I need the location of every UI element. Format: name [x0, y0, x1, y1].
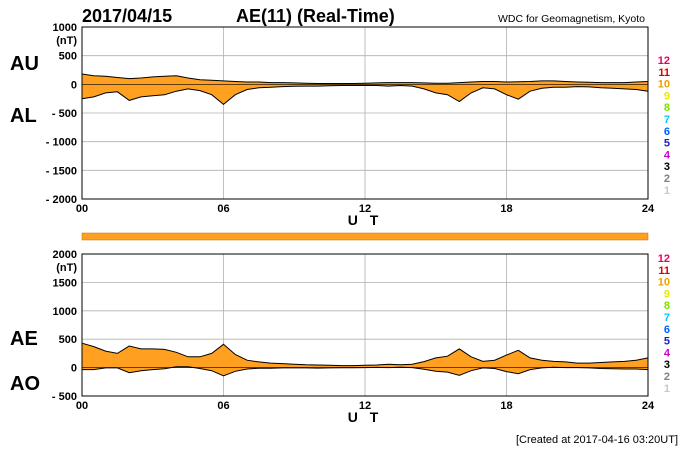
x-tick-label: 12: [359, 203, 371, 215]
y-axis-unit: (nT): [56, 35, 77, 47]
station-number: 9: [664, 90, 670, 102]
station-number: 12: [658, 55, 670, 67]
station-number: 9: [664, 288, 670, 300]
x-axis-label: U T: [348, 212, 383, 228]
y-tick-label: 0: [71, 363, 77, 375]
station-number: 5: [664, 336, 670, 348]
station-number: 6: [664, 324, 670, 336]
x-tick-label: 00: [76, 400, 88, 412]
station-number: 1: [664, 383, 670, 395]
station-number: 2: [664, 371, 670, 383]
y-tick-label: 1000: [53, 22, 77, 34]
y-tick-label: - 2000: [46, 194, 77, 206]
x-tick-label: 24: [642, 400, 655, 412]
station-number: 7: [664, 114, 670, 126]
station-number: 8: [664, 102, 670, 114]
data-coverage-bar: [81, 232, 649, 241]
y-tick-label: - 500: [52, 391, 77, 403]
y-tick-label: 2000: [53, 249, 77, 261]
station-number: 3: [664, 161, 670, 173]
series-line-ae: [81, 342, 649, 367]
panel-au-al: 1000 500 0 - 500 - 1000 - 1500 - 2000 (nT) 00 06 1…: [10, 22, 671, 228]
x-tick-label: 00: [76, 203, 88, 215]
y-axis-unit: (nT): [56, 262, 77, 274]
plot-frame: [81, 26, 649, 200]
x-tick-label: 06: [217, 400, 229, 412]
series-line-al: [81, 84, 649, 106]
index-label-ae: AE: [10, 328, 38, 350]
chart-date: 2017/04/15: [82, 6, 172, 26]
y-tick-label: 0: [71, 79, 77, 91]
station-number: 4: [664, 149, 671, 161]
x-tick-label: 18: [500, 203, 512, 215]
area-fill: [82, 74, 648, 105]
index-label-au: AU: [10, 53, 39, 75]
station-number: 5: [664, 138, 670, 150]
y-tick-label: 500: [59, 334, 77, 346]
y-tick-label: - 1500: [46, 165, 77, 177]
y-tick-label: 500: [59, 51, 77, 63]
station-number: 11: [658, 265, 670, 277]
index-label-ao: AO: [10, 373, 40, 395]
station-number: 11: [658, 67, 670, 79]
station-number: 10: [658, 277, 670, 289]
series-line-au: [81, 73, 649, 84]
x-tick-label: 06: [217, 203, 229, 215]
y-tick-label: - 1000: [46, 137, 77, 149]
plot-frame: [81, 253, 649, 397]
x-tick-label: 24: [642, 203, 655, 215]
index-label-al: AL: [10, 105, 37, 127]
y-tick-label: 1500: [53, 277, 77, 289]
created-timestamp: [Created at 2017-04-16 03:20UT]: [516, 434, 678, 446]
station-number: 6: [664, 126, 670, 138]
chart-title: AE(11) (Real-Time): [236, 6, 395, 26]
x-tick-label: 18: [500, 400, 512, 412]
station-number: 3: [664, 359, 670, 371]
station-number: 12: [658, 253, 670, 265]
station-number: 10: [658, 79, 670, 91]
station-number: 8: [664, 300, 670, 312]
y-tick-label: - 500: [52, 108, 77, 120]
y-tick-label: 1000: [53, 306, 77, 318]
x-tick-label: 12: [359, 400, 371, 412]
station-number: 2: [664, 173, 670, 185]
data-source: WDC for Geomagnetism, Kyoto: [498, 13, 645, 25]
x-axis-label: U T: [348, 409, 383, 425]
station-number: 1: [664, 185, 670, 197]
station-number: 7: [664, 312, 670, 324]
station-number: 4: [664, 347, 671, 359]
